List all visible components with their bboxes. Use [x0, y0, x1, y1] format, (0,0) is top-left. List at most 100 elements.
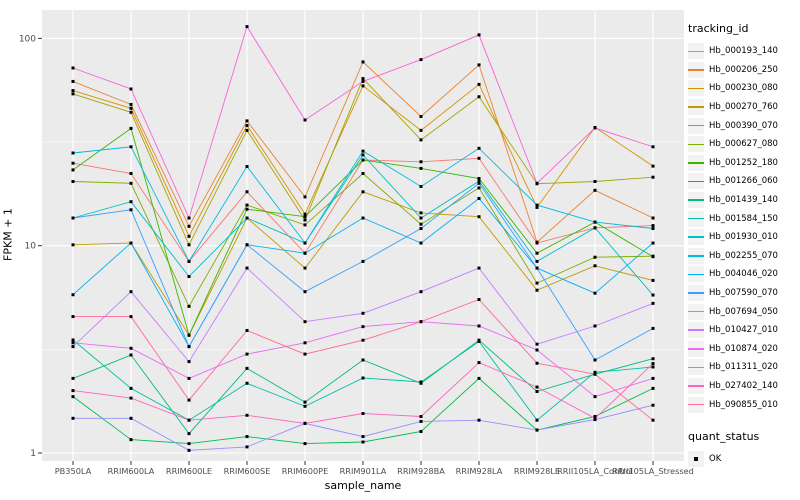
legend-key-swatch [688, 43, 704, 60]
y-tick-label: 1 [30, 449, 36, 459]
data-point-Hb_000270_760 [477, 215, 481, 219]
x-tick-label: RRII105LA_Control [557, 466, 633, 476]
data-point-Hb_001252_180 [129, 126, 133, 130]
legend-color-line-icon [688, 69, 704, 71]
data-point-Hb_090855_010 [361, 338, 365, 342]
data-point-Hb_000627_080 [187, 304, 191, 308]
data-point-Hb_001252_180 [535, 251, 539, 255]
legend-key-swatch [688, 210, 704, 227]
legend-item-label: Hb_000193_140 [709, 46, 778, 57]
data-point-Hb_000206_250 [245, 119, 249, 123]
legend-item-label: OK [709, 454, 722, 465]
data-point-Hb_027402_140 [535, 385, 539, 389]
data-point-Hb_007590_070 [419, 227, 423, 231]
data-point-Hb_000230_080 [303, 212, 307, 216]
legend-item-label: Hb_000627_080 [709, 139, 778, 150]
data-point-Hb_004046_020 [129, 241, 133, 245]
legend-item: Hb_004046_020 [688, 265, 800, 284]
data-point-Hb_000270_760 [361, 190, 365, 194]
data-point-Hb_000627_080 [245, 203, 249, 207]
legend-item: Hb_001584_150 [688, 209, 800, 228]
legend-key-swatch [688, 154, 704, 171]
data-point-Hb_001266_060 [593, 414, 597, 418]
legend-color-line-icon [688, 329, 704, 331]
data-point-Hb_010427_010 [187, 360, 191, 364]
data-point-Hb_001930_010 [535, 259, 539, 263]
data-point-Hb_001584_150 [71, 338, 75, 342]
data-point-Hb_001584_150 [129, 386, 133, 390]
legend-title-tracking-id: tracking_id [688, 22, 749, 35]
legend-color-line-icon [688, 124, 704, 127]
data-point-Hb_004046_020 [477, 196, 481, 200]
data-point-Hb_001439_140 [245, 366, 249, 370]
data-point-Hb_000390_070 [303, 218, 307, 222]
x-tick-label: RRIM600LA [108, 466, 155, 476]
legend-item-label: Hb_011311_020 [709, 362, 778, 373]
data-point-Hb_007590_070 [129, 208, 133, 212]
legend-key-swatch [688, 322, 704, 339]
legend-item-label: Hb_010427_010 [709, 325, 778, 336]
data-point-Hb_010427_010 [477, 266, 481, 270]
data-point-Hb_010874_020 [477, 324, 481, 328]
data-point-Hb_027402_140 [651, 362, 655, 366]
data-point-Hb_001252_180 [245, 207, 249, 211]
data-point-Hb_027402_140 [71, 389, 75, 393]
data-point-Hb_007590_070 [303, 290, 307, 294]
data-point-Hb_001266_060 [71, 395, 75, 399]
data-point-Hb_001439_140 [71, 376, 75, 380]
data-point-Hb_001584_150 [651, 365, 655, 369]
data-point-Hb_090855_010 [129, 315, 133, 319]
legend-key-swatch [688, 61, 704, 78]
legend-key-swatch [688, 99, 704, 116]
data-point-Hb_001252_180 [419, 166, 423, 170]
legend-item-label: Hb_001252_180 [709, 157, 778, 168]
legend-item-label: Hb_000230_080 [709, 83, 778, 94]
data-point-Hb_011311_020 [303, 118, 307, 122]
data-point-Hb_000230_080 [361, 84, 365, 88]
data-point-Hb_010427_010 [71, 345, 75, 349]
legend-item: Hb_000270_760 [688, 98, 800, 117]
y-axis-title: FPKM + 1 [1, 208, 15, 261]
data-point-Hb_090855_010 [477, 298, 481, 302]
legend-item: Hb_000193_140 [688, 42, 800, 61]
legend-color-line-icon [688, 217, 704, 220]
data-point-Hb_000390_070 [245, 128, 249, 132]
data-point-Hb_011311_020 [245, 25, 249, 29]
data-point-Hb_007590_070 [71, 216, 75, 220]
legend-key-swatch [688, 192, 704, 209]
data-point-Hb_027402_140 [419, 414, 423, 418]
x-axis-title: sample_name [324, 479, 402, 492]
data-point-Hb_000193_140 [477, 156, 481, 160]
data-point-Hb_090855_010 [535, 361, 539, 365]
data-point-Hb_002255_070 [245, 165, 249, 169]
legend-key-swatch [688, 377, 704, 394]
legend-item-label: Hb_004046_020 [709, 269, 778, 280]
legend-key-swatch [688, 117, 704, 134]
legend-item: Hb_000230_080 [688, 79, 800, 98]
data-point-Hb_007590_070 [477, 181, 481, 185]
data-point-Hb_010427_010 [245, 266, 249, 270]
data-point-Hb_004046_020 [651, 241, 655, 245]
data-point-Hb_000206_250 [303, 195, 307, 199]
legend-item-label: Hb_000270_760 [709, 102, 778, 113]
data-point-Hb_010427_010 [419, 290, 423, 294]
data-point-Hb_001266_060 [303, 442, 307, 446]
data-point-Hb_002255_070 [361, 149, 365, 153]
data-point-Hb_001439_140 [129, 353, 133, 357]
data-point-Hb_010427_010 [535, 342, 539, 346]
data-point-Hb_000627_080 [71, 180, 75, 184]
data-point-Hb_000390_070 [71, 92, 75, 96]
legend-item-label: Hb_001439_140 [709, 195, 778, 206]
data-point-Hb_001584_150 [535, 418, 539, 422]
data-point-Hb_001266_060 [129, 438, 133, 442]
legend-color-line-icon [688, 106, 704, 108]
data-point-Hb_011311_020 [477, 33, 481, 37]
data-point-Hb_000270_760 [535, 288, 539, 292]
data-point-Hb_090855_010 [419, 320, 423, 324]
legend-item: Hb_011311_020 [688, 358, 800, 377]
data-point-Hb_001584_150 [303, 404, 307, 408]
data-point-Hb_010874_020 [361, 325, 365, 329]
data-point-Hb_000230_080 [187, 234, 191, 238]
data-point-Hb_000627_080 [303, 223, 307, 227]
